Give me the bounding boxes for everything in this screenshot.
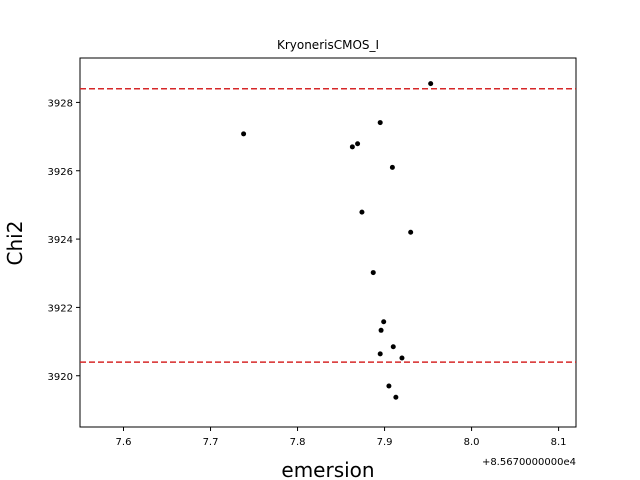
reference-lines [80,88,576,363]
x-tick-label-3: 7.9 [377,437,393,448]
data-point-11 [390,344,396,350]
x-axis-offset-label: +8.5670000000e4 [482,457,576,468]
data-point-9 [381,319,387,325]
x-tick-label-1: 7.7 [203,437,219,448]
plot-area [79,57,577,428]
y-tick-label-4: 3928 [48,98,73,109]
data-point-4 [349,144,355,150]
chart-title: KryonerisCMOS_I [277,38,379,52]
y-tick-label-0: 3920 [48,372,73,383]
y-axis-label: Chi2 [3,221,27,266]
y-axis-ticks: 3920 3922 3924 3926 3928 [48,98,80,383]
data-point-13 [399,355,405,361]
y-tick-label-2: 3924 [48,235,73,246]
data-point-14 [386,383,392,389]
data-point-6 [359,209,365,215]
data-point-15 [393,394,399,400]
data-point-0 [428,81,434,87]
x-axis-ticks: 7.6 7.7 7.8 7.9 8.0 8.1 [116,427,567,448]
y-tick-label-1: 3922 [48,303,73,314]
data-point-2 [377,120,383,126]
data-points [241,81,434,400]
x-axis-label: emersion [281,458,374,480]
data-point-5 [389,164,395,170]
x-tick-label-4: 8.0 [464,437,480,448]
data-point-1 [241,131,247,137]
x-tick-label-5: 8.1 [551,437,567,448]
x-tick-label-0: 7.6 [116,437,132,448]
data-point-8 [370,270,376,276]
y-tick-label-3: 3926 [48,167,73,178]
data-point-12 [377,351,383,357]
data-point-7 [408,229,414,235]
data-point-10 [378,327,384,333]
x-tick-label-2: 7.8 [290,437,306,448]
data-point-3 [355,141,361,147]
